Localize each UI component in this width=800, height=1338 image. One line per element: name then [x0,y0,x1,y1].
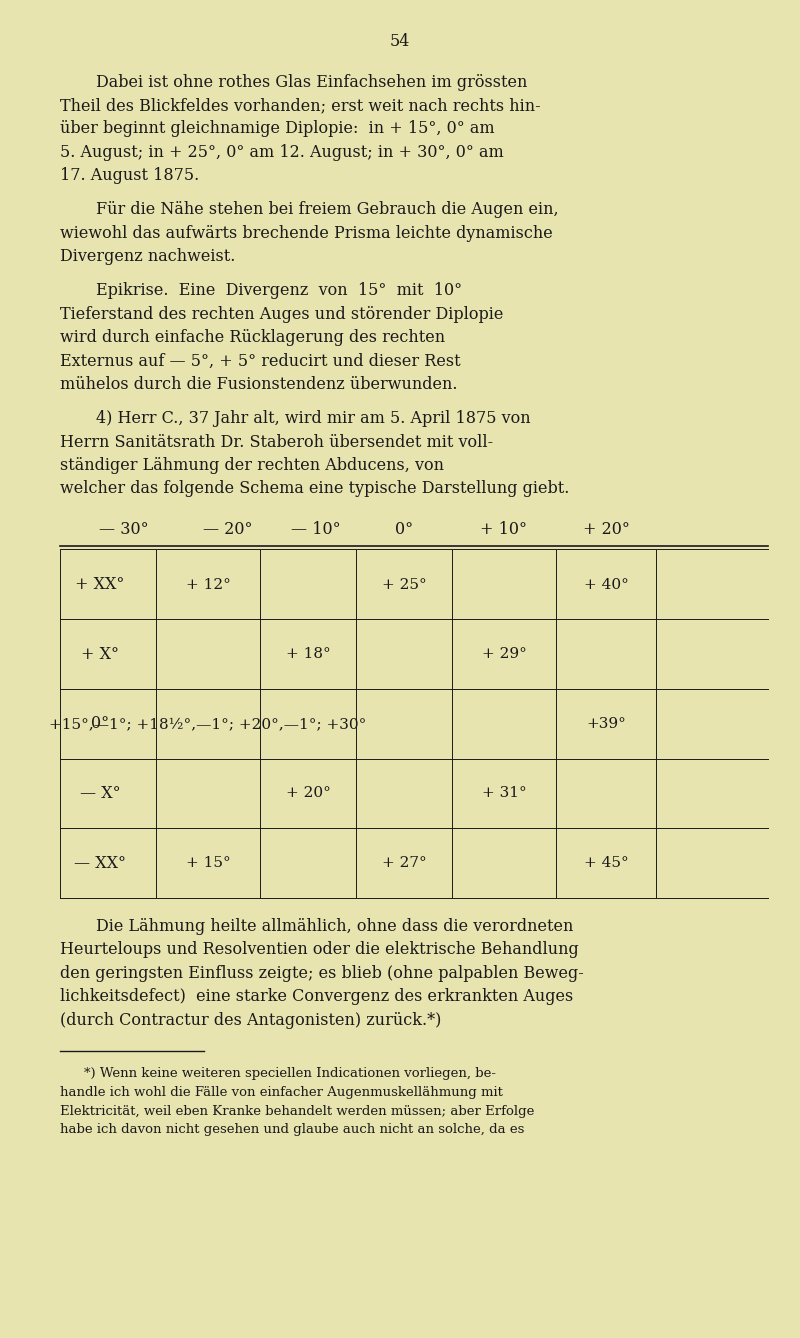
Text: + 20°: + 20° [286,787,330,800]
Text: *) Wenn keine weiteren speciellen Indicationen vorliegen, be-: *) Wenn keine weiteren speciellen Indica… [84,1066,496,1080]
Text: über beginnt gleichnamige Diplopie:  in + 15°, 0° am: über beginnt gleichnamige Diplopie: in +… [60,120,494,138]
Text: +39°: +39° [586,717,626,731]
Text: 17. August 1875.: 17. August 1875. [60,167,199,185]
Text: Die Lähmung heilte allmählich, ohne dass die verordneten: Die Lähmung heilte allmählich, ohne dass… [96,918,574,935]
Text: (durch Contractur des Antagonisten) zurück.*): (durch Contractur des Antagonisten) zurü… [60,1012,442,1029]
Text: 5. August; in + 25°, 0° am 12. August; in + 30°, 0° am: 5. August; in + 25°, 0° am 12. August; i… [60,145,504,161]
Text: + 10°: + 10° [481,520,527,538]
Text: + 27°: + 27° [382,856,426,870]
Text: Epikrise.  Eine  Divergenz  von  15°  mit  10°: Epikrise. Eine Divergenz von 15° mit 10° [96,282,462,300]
Text: 4) Herr C., 37 Jahr alt, wird mir am 5. April 1875 von: 4) Herr C., 37 Jahr alt, wird mir am 5. … [96,409,530,427]
Text: mühelos durch die Fusionstendenz überwunden.: mühelos durch die Fusionstendenz überwun… [60,376,458,393]
Text: + XX°: + XX° [75,577,125,593]
Text: — X°: — X° [80,785,120,801]
Text: Divergenz nachweist.: Divergenz nachweist. [60,248,235,265]
Text: + 29°: + 29° [482,648,526,661]
Text: + 40°: + 40° [583,578,629,591]
Text: wiewohl das aufwärts brechende Prisma leichte dynamische: wiewohl das aufwärts brechende Prisma le… [60,225,553,242]
Text: + 15°: + 15° [186,856,230,870]
Text: Theil des Blickfeldes vorhanden; erst weit nach rechts hin-: Theil des Blickfeldes vorhanden; erst we… [60,98,541,114]
Text: Externus auf — 5°, + 5° reducirt und dieser Rest: Externus auf — 5°, + 5° reducirt und die… [60,352,461,369]
Text: 0°: 0° [395,520,413,538]
Text: Tieferstand des rechten Auges und störender Diplopie: Tieferstand des rechten Auges und stören… [60,305,503,322]
Text: wird durch einfache Rücklagerung des rechten: wird durch einfache Rücklagerung des rec… [60,329,445,347]
Text: — 10°: — 10° [291,520,341,538]
Text: welcher das folgende Schema eine typische Darstellung giebt.: welcher das folgende Schema eine typisch… [60,480,570,498]
Text: Für die Nähe stehen bei freiem Gebrauch die Augen ein,: Für die Nähe stehen bei freiem Gebrauch … [96,201,558,218]
Text: Herrn Sanitätsrath Dr. Staberoh übersendet mit voll-: Herrn Sanitätsrath Dr. Staberoh übersend… [60,434,493,451]
Text: lichkeitsdefect)  eine starke Convergenz des erkrankten Auges: lichkeitsdefect) eine starke Convergenz … [60,987,574,1005]
Text: + 12°: + 12° [186,578,230,591]
Text: +15°,—1°; +18½°,—1°; +20°,—1°; +30°: +15°,—1°; +18½°,—1°; +20°,—1°; +30° [50,717,366,731]
Text: — 20°: — 20° [203,520,253,538]
Text: + X°: + X° [81,646,119,662]
Text: + 20°: + 20° [583,520,630,538]
Text: — XX°: — XX° [74,855,126,871]
Text: Elektricität, weil eben Kranke behandelt werden müssen; aber Erfolge: Elektricität, weil eben Kranke behandelt… [60,1104,534,1117]
Text: + 18°: + 18° [286,648,330,661]
Text: den geringsten Einfluss zeigte; es blieb (ohne palpablen Beweg-: den geringsten Einfluss zeigte; es blieb… [60,965,584,982]
Text: Dabei ist ohne rothes Glas Einfachsehen im grössten: Dabei ist ohne rothes Glas Einfachsehen … [96,74,527,91]
Text: ständiger Lähmung der rechten Abducens, von: ständiger Lähmung der rechten Abducens, … [60,456,444,474]
Text: 0°: 0° [91,716,109,732]
Text: + 45°: + 45° [584,856,628,870]
Text: 54: 54 [390,33,410,51]
Text: Heurteloups und Resolventien oder die elektrische Behandlung: Heurteloups und Resolventien oder die el… [60,941,578,958]
Text: + 31°: + 31° [482,787,526,800]
Text: handle ich wohl die Fälle von einfacher Augenmuskellähmung mit: handle ich wohl die Fälle von einfacher … [60,1085,503,1098]
Text: + 25°: + 25° [382,578,426,591]
Text: — 30°: — 30° [99,520,149,538]
Text: habe ich davon nicht gesehen und glaube auch nicht an solche, da es: habe ich davon nicht gesehen und glaube … [60,1123,524,1136]
